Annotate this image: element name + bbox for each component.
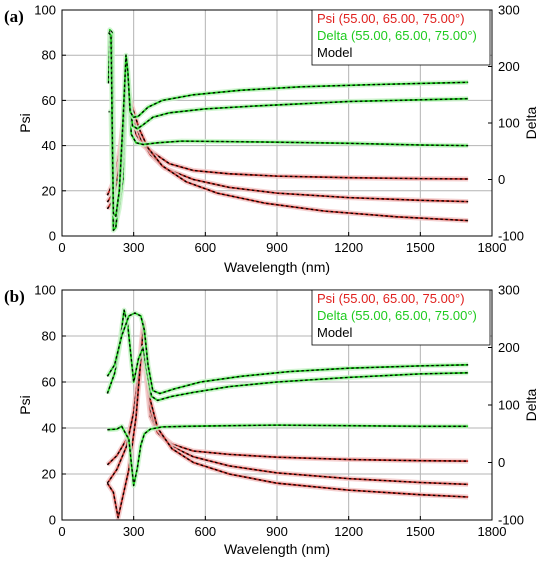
x-tick-label: 300	[123, 240, 145, 255]
legend-entry: Model	[317, 325, 353, 340]
x-axis-title: Wavelength (nm)	[224, 259, 330, 275]
y-left-tick-label: 100	[34, 283, 56, 298]
legend-entry: Delta (55.00, 65.00, 75.00°)	[317, 28, 477, 43]
x-tick-label: 1500	[406, 524, 435, 539]
model-line	[108, 32, 469, 217]
x-tick-label: 900	[266, 524, 288, 539]
y-right-tick-label: 100	[498, 116, 520, 131]
series-group	[105, 27, 469, 233]
x-tick-label: 600	[194, 240, 216, 255]
y-right-tick-label: 0	[498, 172, 505, 187]
x-tick-label: 1500	[406, 240, 435, 255]
legend: Psi (55.00, 65.00, 75.00°) Delta (55.00, …	[311, 9, 491, 66]
y-right-tick-label: 0	[498, 455, 505, 470]
series-group	[105, 307, 469, 520]
legend-entry: Model	[317, 45, 353, 60]
legend-box	[311, 289, 491, 346]
x-tick-label: 1200	[334, 240, 363, 255]
chart-panel-a: 0 300 600 900 1200 1500 1800 0 20 40 60 80 100 -100 0 1…	[4, 3, 539, 276]
x-tick-label: 1800	[478, 524, 507, 539]
panel-label: (a)	[4, 7, 24, 26]
y-left-axis-title: Psi	[17, 113, 33, 132]
x-tick-label: 1800	[478, 240, 507, 255]
y-left-tick-label: 40	[42, 421, 56, 436]
y-left-tick-label: 20	[42, 467, 56, 482]
y-left-tick-label: 60	[42, 93, 56, 108]
model-line	[106, 312, 469, 395]
panel-label: (b)	[4, 287, 25, 306]
x-tick-label: 1200	[334, 524, 363, 539]
x-tick-label: 900	[266, 240, 288, 255]
x-axis-title: Wavelength (nm)	[224, 541, 330, 557]
y-left-tick-label: 40	[42, 138, 56, 153]
model-line	[107, 29, 469, 226]
y-right-axis-title: Delta	[523, 388, 539, 421]
x-tick-label: 600	[194, 524, 216, 539]
y-left-tick-label: 20	[42, 183, 56, 198]
model-line	[108, 60, 469, 231]
y-right-tick-label: 300	[498, 3, 520, 18]
x-tick-label: 0	[58, 524, 65, 539]
y-left-axis-title: Psi	[17, 395, 33, 414]
y-right-axis-title: Delta	[523, 106, 539, 139]
legend-entry: Delta (55.00, 65.00, 75.00°)	[317, 308, 477, 323]
legend-entry: Psi (55.00, 65.00, 75.00°)	[317, 11, 465, 26]
y-right-tick-label: -100	[498, 513, 524, 528]
chart-panel-b: 0 300 600 900 1200 1500 1800 0 20 40 60 80 100 -100 0 1…	[4, 283, 539, 558]
x-tick-label: 0	[58, 240, 65, 255]
y-right-tick-label: 100	[498, 398, 520, 413]
y-left-tick-label: 80	[42, 48, 56, 63]
legend-box	[311, 9, 491, 66]
legend: Psi (55.00, 65.00, 75.00°) Delta (55.00, …	[311, 289, 491, 346]
x-tick-label: 300	[123, 524, 145, 539]
y-left-tick-label: 0	[49, 513, 56, 528]
y-left-tick-label: 60	[42, 375, 56, 390]
y-right-tick-label: 200	[498, 340, 520, 355]
y-left-tick-label: 80	[42, 329, 56, 344]
legend-entry: Psi (55.00, 65.00, 75.00°)	[317, 291, 465, 306]
y-right-tick-label: -100	[498, 229, 524, 244]
y-left-tick-label: 0	[49, 229, 56, 244]
series-line	[107, 424, 469, 487]
y-right-tick-label: 300	[498, 283, 520, 298]
y-right-tick-label: 200	[498, 59, 520, 74]
y-left-tick-label: 100	[34, 3, 56, 18]
